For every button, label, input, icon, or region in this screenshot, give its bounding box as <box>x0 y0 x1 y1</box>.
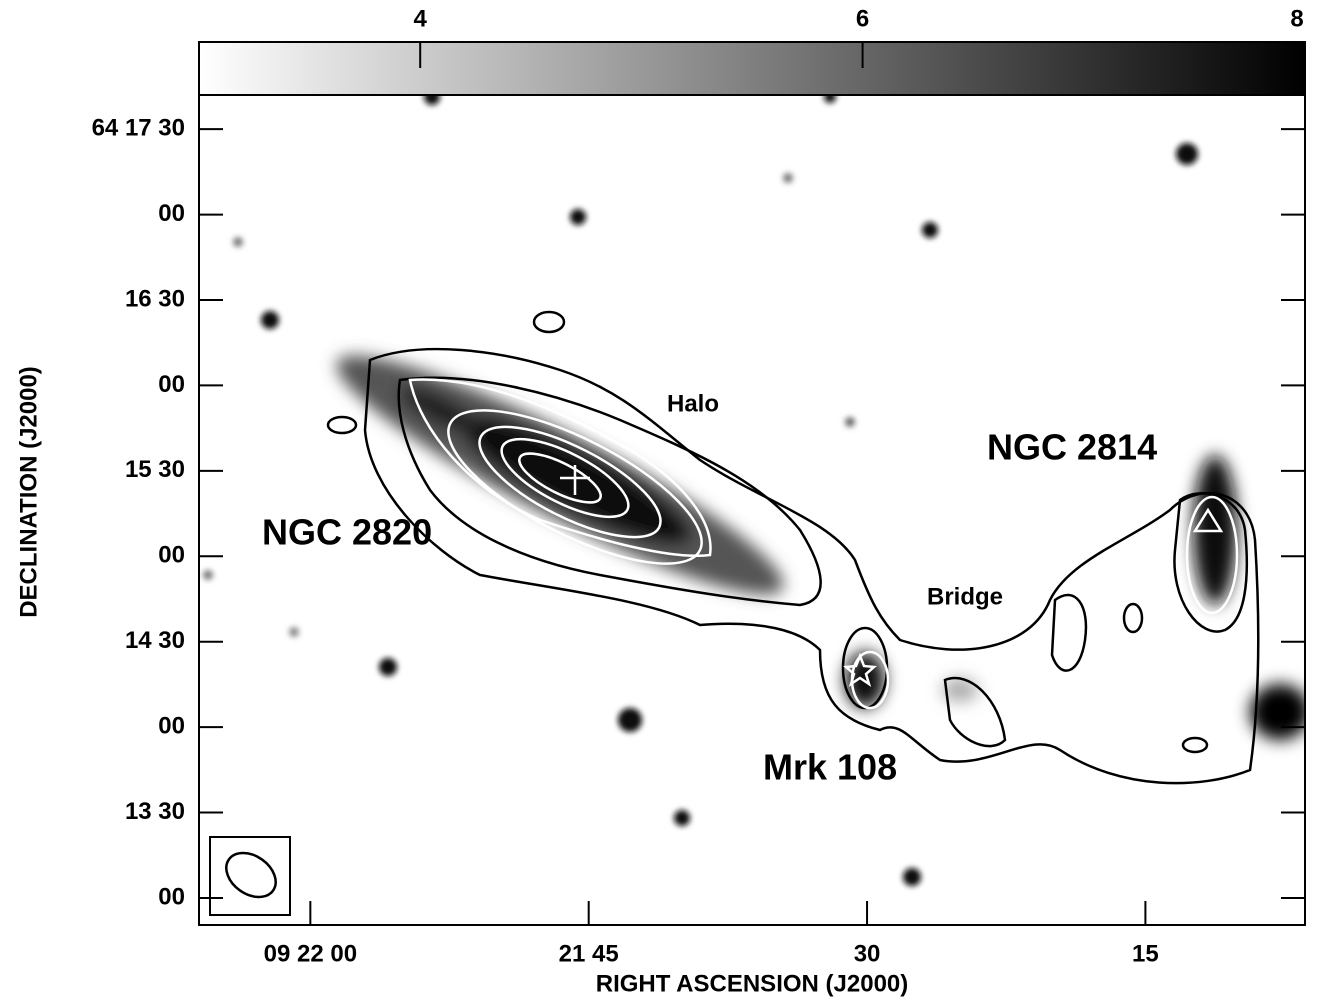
annotation: NGC 2820 <box>262 512 432 553</box>
y-tick-label: 64 17 30 <box>92 115 185 142</box>
x-tick-label: 15 <box>1132 940 1159 967</box>
annotation: Halo <box>667 390 719 417</box>
annotation: Mrk 108 <box>763 747 897 788</box>
y-axis-title: DECLINATION (J2000) <box>15 366 42 618</box>
contours <box>326 310 1260 785</box>
beam <box>209 836 291 916</box>
y-tick-label: 00 <box>158 200 185 227</box>
markers <box>560 465 1224 687</box>
annotation: Bridge <box>927 583 1003 610</box>
image <box>203 95 1305 886</box>
y-tick-label: 15 30 <box>125 456 185 483</box>
y-tick-label: 00 <box>158 371 185 398</box>
colorbar <box>198 41 1306 96</box>
y-tick-label: 14 30 <box>125 627 185 654</box>
x-axis-title: RIGHT ASCENSION (J2000) <box>596 970 909 997</box>
annotation: NGC 2814 <box>987 427 1157 468</box>
y-tick-label: 00 <box>158 883 185 910</box>
y-tick-label: 00 <box>158 542 185 569</box>
colorbar-tick-label: 4 <box>414 5 428 32</box>
y-tick-label: 13 30 <box>125 798 185 825</box>
colorbar-tick-label: 6 <box>856 5 869 32</box>
y-tick-label: 16 30 <box>125 285 185 312</box>
y-tick-label: 00 <box>158 712 185 739</box>
plot-frame <box>198 94 1306 926</box>
x-tick-label: 21 45 <box>559 940 619 967</box>
colorbar-tick-label: 8 <box>1290 5 1303 32</box>
x-tick-label: 09 22 00 <box>264 940 357 967</box>
x-tick-label: 30 <box>854 940 881 967</box>
